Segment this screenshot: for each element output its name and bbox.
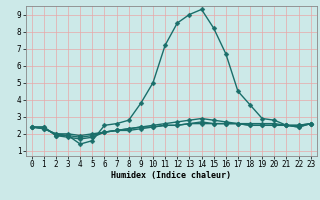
- X-axis label: Humidex (Indice chaleur): Humidex (Indice chaleur): [111, 171, 231, 180]
